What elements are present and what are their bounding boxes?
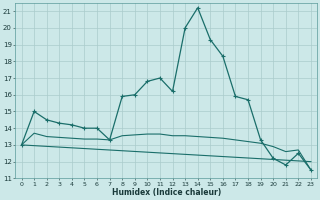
X-axis label: Humidex (Indice chaleur): Humidex (Indice chaleur) [112,188,221,197]
